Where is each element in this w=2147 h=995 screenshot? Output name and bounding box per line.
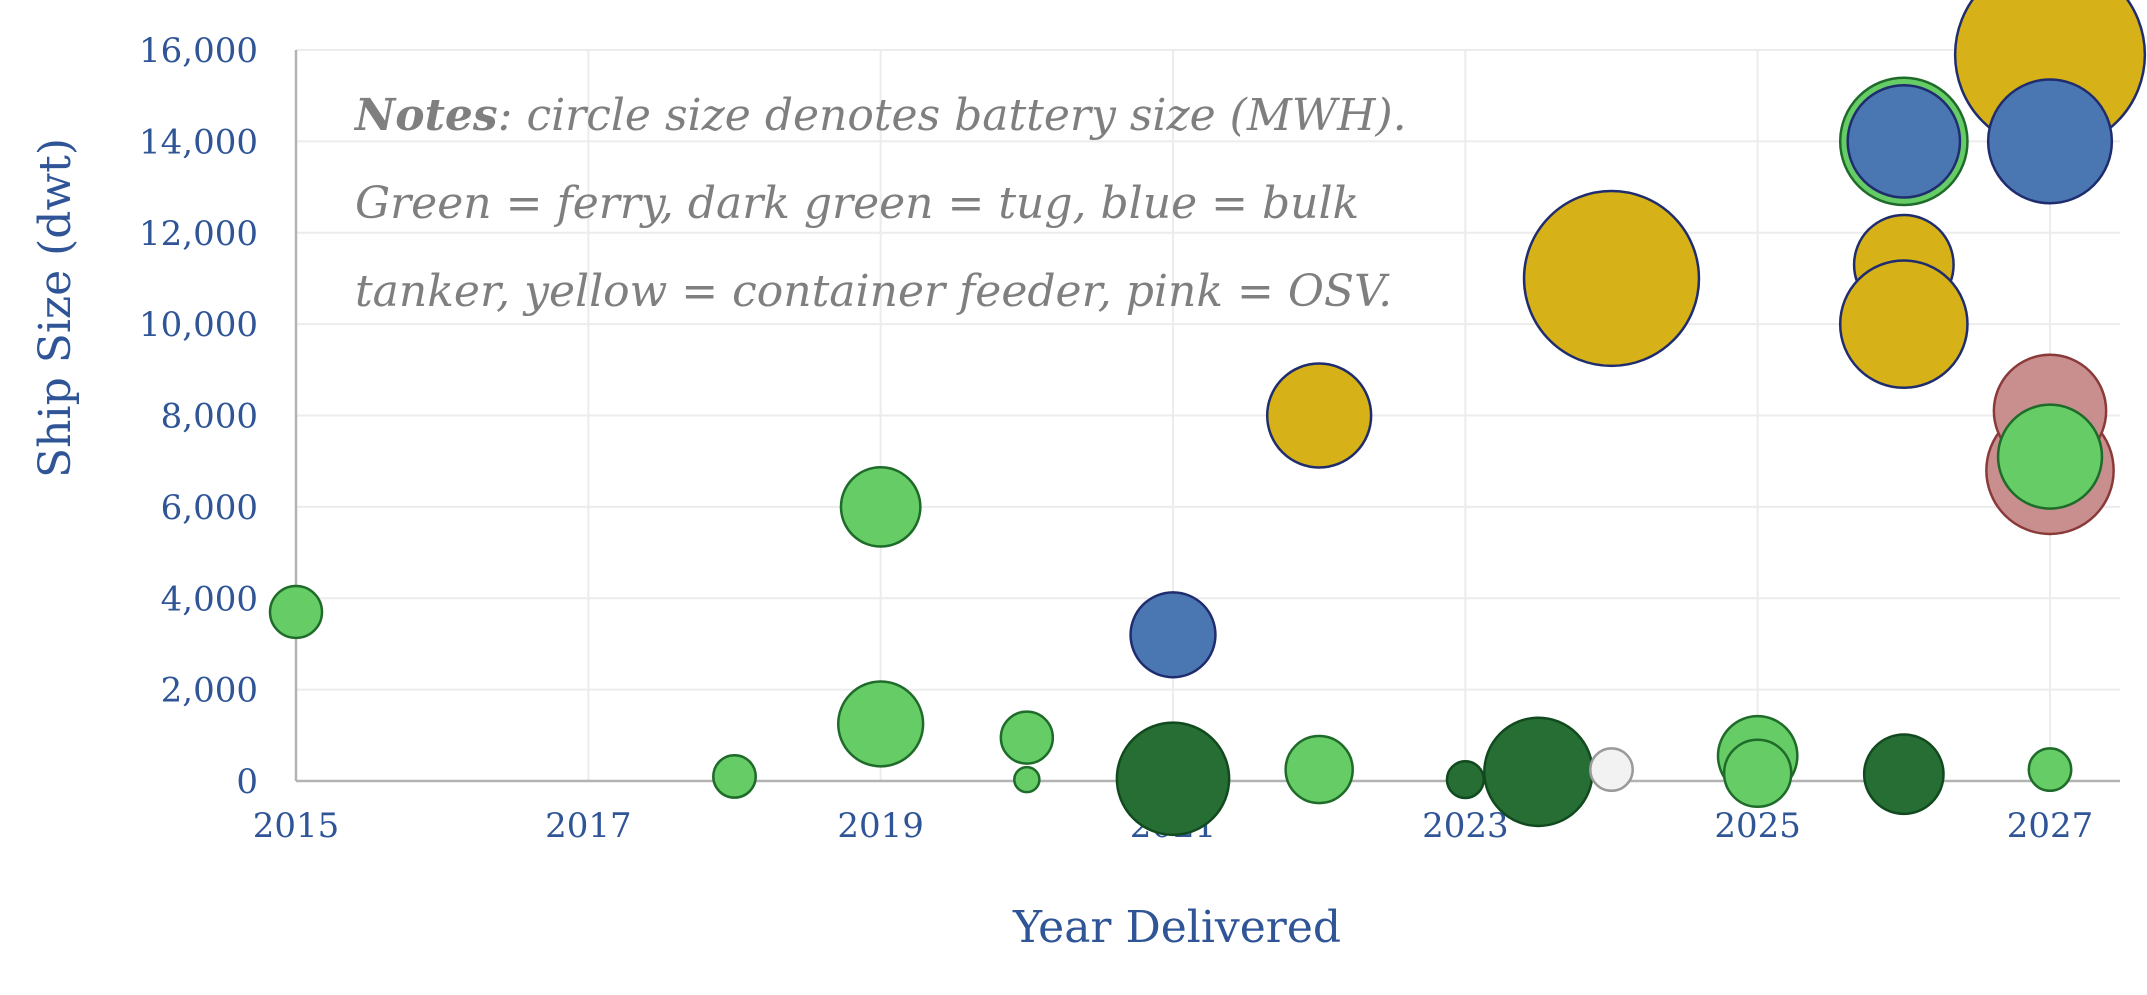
- bubble-ferry: [1722, 738, 1793, 809]
- x-axis-title: Year Delivered: [1012, 902, 1341, 953]
- points-layer: [268, 0, 2147, 837]
- y-tick-label: 6,000: [161, 488, 258, 528]
- bubble-ferry: [1996, 403, 2104, 510]
- y-tick-label: 16,000: [139, 31, 258, 71]
- bubble-ferry: [2027, 747, 2073, 793]
- notes-line-1: Notes: circle size denotes battery size …: [353, 90, 1407, 141]
- notes-line-3: tanker, yellow = container feeder, pink …: [355, 266, 1392, 317]
- bubble-container: [1838, 259, 1969, 390]
- bubble-tug: [1483, 716, 1594, 828]
- y-tick-label: 14,000: [139, 122, 258, 162]
- bubble-ferry: [268, 584, 324, 640]
- bubble-ferry: [712, 753, 757, 799]
- y-tick-label: 2,000: [161, 671, 258, 711]
- notes-line-2: Green = ferry, dark green = tug, blue = …: [355, 178, 1359, 229]
- x-tick-label: 2023: [1422, 806, 1509, 846]
- bubble-ferry: [1013, 765, 1041, 794]
- x-tick-label: 2019: [837, 806, 924, 846]
- bubble-unknown: [1589, 747, 1634, 793]
- bubble-ferry: [999, 710, 1055, 765]
- x-tick-label: 2015: [253, 806, 340, 846]
- y-tick-label: 0: [236, 762, 258, 802]
- axis-layer: 0 2,000 4,000 6,000 8,000 10,000 12,000 14,000 1…: [139, 31, 2120, 846]
- notes-line-1-text: : circle size denotes battery size (MWH)…: [498, 90, 1407, 141]
- bubble-container: [1265, 362, 1373, 469]
- bubble-bulk: [1986, 78, 2114, 205]
- x-tick-label: 2027: [2007, 806, 2094, 846]
- bubble-ferry: [1284, 734, 1354, 805]
- y-tick-label: 12,000: [139, 214, 258, 254]
- bubble-tug: [1445, 760, 1485, 800]
- bubble-container: [1522, 189, 1701, 368]
- y-tick-label: 10,000: [139, 305, 258, 345]
- bubble-tug: [1115, 721, 1231, 837]
- bubble-tug: [1862, 733, 1945, 816]
- bubble-ferry: [836, 680, 925, 768]
- x-tick-label: 2025: [1714, 806, 1801, 846]
- bubble-bulk: [1846, 84, 1962, 199]
- bubble-ferry: [839, 465, 922, 548]
- y-tick-label: 4,000: [161, 579, 258, 619]
- y-axis-title: Ship Size (dwt): [30, 138, 81, 478]
- x-tick-label: 2017: [545, 806, 632, 846]
- notes-bold-label: Notes: [353, 90, 498, 141]
- y-tick-label: 8,000: [161, 397, 258, 437]
- notes-annotation: Notes: circle size denotes battery size …: [353, 90, 1407, 317]
- bubble-bulk: [1129, 591, 1217, 679]
